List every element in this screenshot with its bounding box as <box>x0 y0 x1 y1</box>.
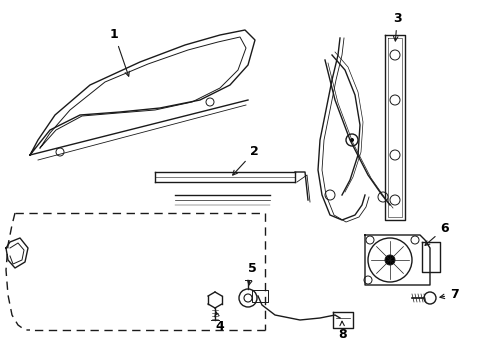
Text: 1: 1 <box>110 28 129 76</box>
Text: 6: 6 <box>424 222 447 246</box>
Text: 2: 2 <box>232 145 258 175</box>
Text: 8: 8 <box>337 321 346 341</box>
Text: 3: 3 <box>392 12 401 41</box>
Circle shape <box>384 255 394 265</box>
Text: 7: 7 <box>439 288 458 301</box>
Text: 4: 4 <box>214 312 224 333</box>
Circle shape <box>349 138 353 142</box>
Text: 5: 5 <box>247 262 256 285</box>
